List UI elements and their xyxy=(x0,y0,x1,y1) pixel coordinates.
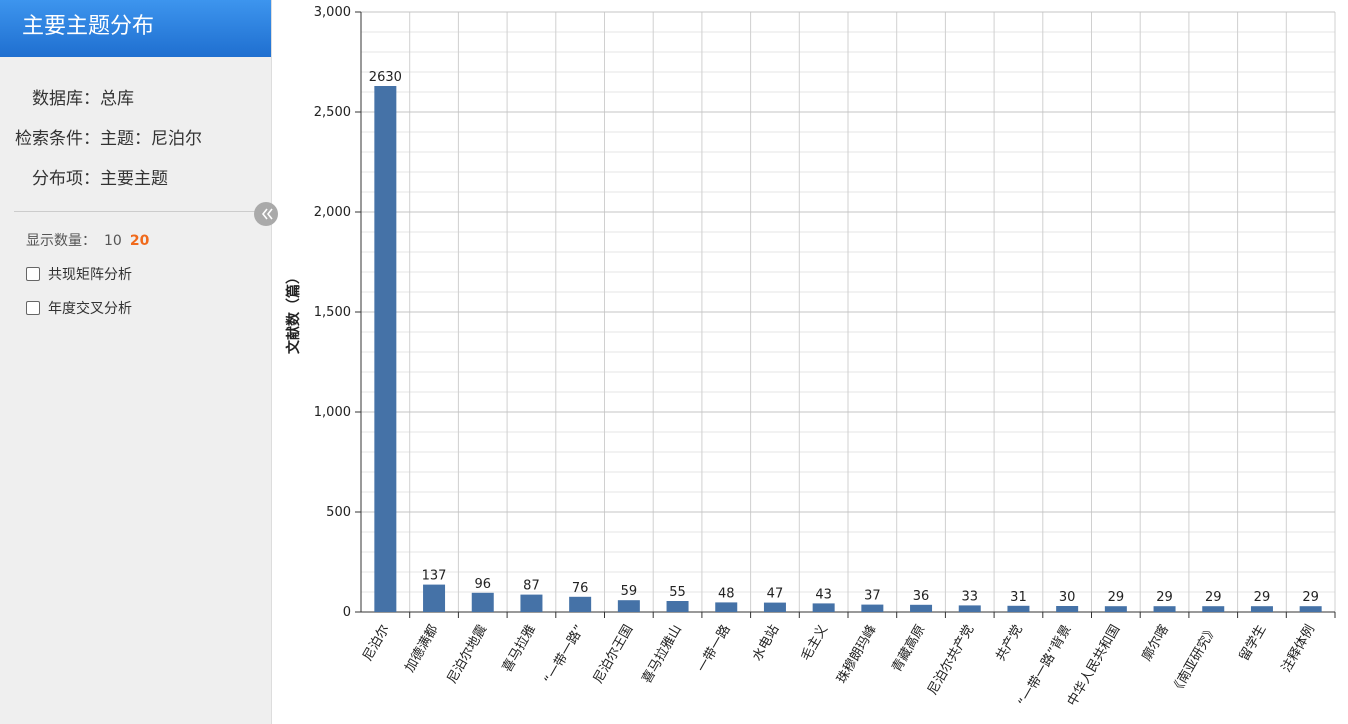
x-tick-label: 水电站 xyxy=(750,623,782,664)
bar xyxy=(1153,606,1176,612)
separator xyxy=(14,211,257,212)
x-tick-label: 注释体例 xyxy=(1279,623,1318,676)
bar xyxy=(861,604,884,612)
x-tick-label: 共产党 xyxy=(993,622,1025,663)
checkbox[interactable] xyxy=(26,301,40,315)
x-tick-label: 加德满都 xyxy=(403,623,442,676)
x-tick-label: 喜马拉雅山 xyxy=(640,623,685,687)
y-tick-label: 0 xyxy=(343,605,351,620)
checkbox-label: 共现矩阵分析 xyxy=(48,267,132,283)
field: 分布项：主要主题 xyxy=(0,159,271,199)
data-label: 29 xyxy=(1302,590,1319,605)
data-label: 29 xyxy=(1254,590,1271,605)
y-tick-label: 500 xyxy=(326,505,351,520)
y-axis-label: 文献数（篇） xyxy=(285,270,302,354)
x-tick-label: 毛主义 xyxy=(799,623,831,664)
data-label: 29 xyxy=(1108,590,1125,605)
bar xyxy=(1007,605,1030,612)
checkbox-row[interactable]: 年度交叉分析 xyxy=(26,298,271,318)
field-label: 数据库： xyxy=(32,89,100,109)
bar xyxy=(569,596,592,612)
bar xyxy=(1202,606,1225,612)
checkbox-label: 年度交叉分析 xyxy=(48,301,132,317)
x-tick-label: 中华人民共和国 xyxy=(1065,623,1123,709)
data-label: 31 xyxy=(1010,590,1027,605)
sidebar-title: 主要主题分布 xyxy=(0,0,271,57)
x-tick-label: 一带一路 xyxy=(694,622,734,675)
field: 检索条件：主题：尼泊尔 xyxy=(0,119,271,159)
data-label: 137 xyxy=(422,569,447,584)
data-label: 55 xyxy=(669,585,686,600)
x-tick-label: “一带一路”背景 xyxy=(1015,622,1075,709)
data-label: 37 xyxy=(864,589,881,604)
checkbox[interactable] xyxy=(26,267,40,281)
collapse-button[interactable] xyxy=(254,202,278,226)
bar xyxy=(423,584,446,612)
field-label: 分布项： xyxy=(32,169,100,189)
y-tick-label: 2,000 xyxy=(314,205,351,220)
data-label: 47 xyxy=(767,587,784,602)
x-tick-label: 尼泊尔地震 xyxy=(445,623,490,687)
data-label: 36 xyxy=(913,589,930,604)
field-value: 主题：尼泊尔 xyxy=(100,129,202,149)
bar xyxy=(910,604,933,612)
field: 数据库：总库 xyxy=(0,79,271,119)
bar xyxy=(617,600,640,612)
bar xyxy=(471,592,494,612)
data-label: 96 xyxy=(474,577,491,592)
x-tick-label: 尼泊尔 xyxy=(360,623,392,664)
bar xyxy=(1250,606,1273,612)
bar xyxy=(715,602,738,612)
data-label: 2630 xyxy=(369,70,402,85)
bar xyxy=(666,601,689,612)
bar xyxy=(958,605,981,612)
display-count: 显示数量： 10 20 xyxy=(26,230,271,250)
count-option[interactable]: 10 xyxy=(104,233,122,249)
sidebar: 主要主题分布 数据库：总库 检索条件：主题：尼泊尔 分布项：主要主题 显示数量： 10… xyxy=(0,0,272,724)
x-tick-label: 尼泊尔王国 xyxy=(591,623,636,687)
x-tick-label: 《南亚研究》 xyxy=(1168,622,1221,698)
bar xyxy=(1056,606,1079,612)
bar xyxy=(520,594,543,612)
bar xyxy=(374,86,397,612)
y-tick-label: 2,500 xyxy=(314,105,351,120)
bar xyxy=(763,602,786,612)
x-tick-label: “一带一路” xyxy=(541,622,588,687)
x-tick-label: 喜马拉雅 xyxy=(500,623,539,676)
bar xyxy=(812,603,835,612)
field-value: 主要主题 xyxy=(100,169,168,189)
data-label: 59 xyxy=(621,584,638,599)
count-option[interactable]: 20 xyxy=(129,233,150,249)
data-label: 33 xyxy=(961,589,978,604)
data-label: 76 xyxy=(572,581,589,596)
bar xyxy=(1299,606,1322,612)
data-label: 29 xyxy=(1205,590,1222,605)
y-tick-label: 3,000 xyxy=(314,5,351,20)
data-label: 43 xyxy=(815,587,832,602)
field-label: 检索条件： xyxy=(15,129,100,149)
data-label: 30 xyxy=(1059,590,1076,605)
checkbox-row[interactable]: 共现矩阵分析 xyxy=(26,264,271,284)
data-label: 87 xyxy=(523,579,540,594)
data-label: 48 xyxy=(718,586,735,601)
display-count-label: 显示数量： xyxy=(26,233,96,249)
data-label: 29 xyxy=(1156,590,1173,605)
x-tick-label: 廓尔喀 xyxy=(1139,622,1172,664)
x-tick-label: 青藏高原 xyxy=(889,622,929,675)
x-tick-label: 留学生 xyxy=(1236,622,1269,664)
x-tick-label: 珠穆朗玛峰 xyxy=(834,623,879,687)
y-tick-label: 1,000 xyxy=(314,405,351,420)
field-value: 总库 xyxy=(100,89,134,109)
y-tick-label: 1,500 xyxy=(314,305,351,320)
checkboxes: 共现矩阵分析 年度交叉分析 xyxy=(0,264,271,318)
bar xyxy=(1104,606,1127,612)
x-tick-label: 尼泊尔共产党 xyxy=(925,623,977,698)
fields: 数据库：总库 检索条件：主题：尼泊尔 分布项：主要主题 xyxy=(0,79,271,199)
